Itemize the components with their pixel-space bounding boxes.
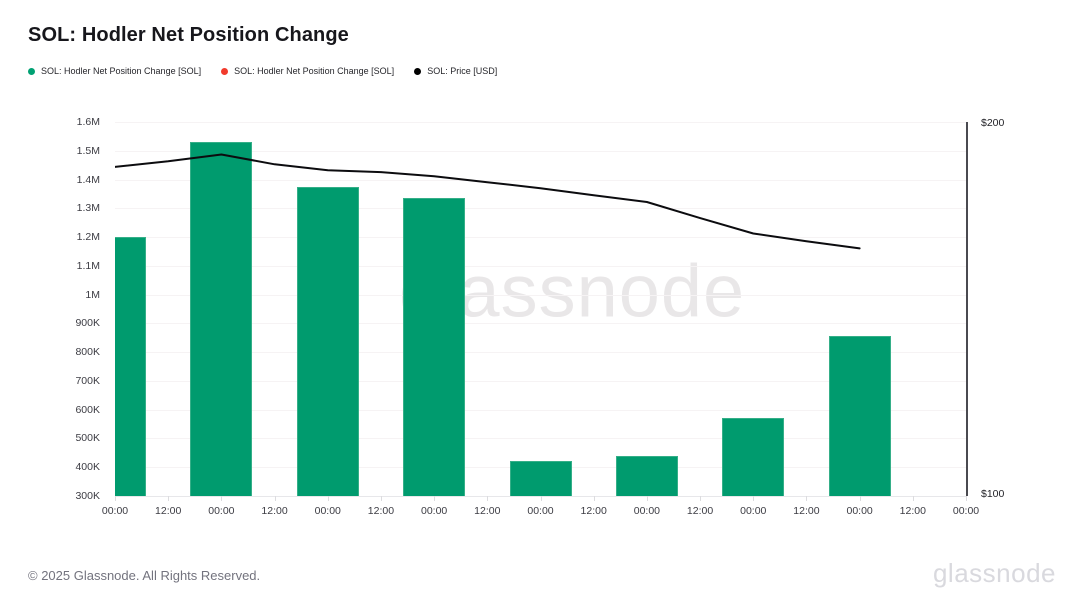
right-axis-tick-label: $200 xyxy=(981,117,1005,129)
legend-label: SOL: Hodler Net Position Change [SOL] xyxy=(41,66,202,76)
bar-sol-hodler-net-position-change-sol--2[interactable] xyxy=(296,186,359,496)
x-axis-tick xyxy=(806,496,808,501)
x-axis-tick-label: 00:00 xyxy=(952,505,980,517)
x-axis-tick-label: 12:00 xyxy=(474,505,501,517)
bar-sol-hodler-net-position-change-sol--0[interactable] xyxy=(115,237,146,496)
bar-sol-hodler-net-position-change-sol--3[interactable] xyxy=(403,198,466,496)
x-axis-tick-label: 00:00 xyxy=(101,505,129,517)
y-axis-tick-label: 800K xyxy=(75,346,100,359)
legend-label: SOL: Hodler Net Position Change [SOL] xyxy=(234,66,395,76)
x-axis-tick xyxy=(487,496,489,501)
x-axis-tick xyxy=(540,496,542,501)
x-axis-tick-label: 12:00 xyxy=(261,505,288,517)
gridline xyxy=(115,380,966,382)
legend-item-0[interactable]: SOL: Hodler Net Position Change [SOL] xyxy=(28,66,201,76)
x-axis-tick xyxy=(966,496,967,501)
price-line[interactable] xyxy=(115,153,861,250)
bar-sol-hodler-net-position-change-sol--7[interactable] xyxy=(828,336,891,496)
gridline xyxy=(115,208,966,210)
legend: SOL: Hodler Net Position Change [SOL] SOL… xyxy=(28,66,497,76)
legend-dot-icon xyxy=(28,67,35,75)
y-axis-tick-label: 1.5M xyxy=(76,144,100,157)
x-axis-tick xyxy=(274,496,276,501)
x-axis-tick xyxy=(646,496,648,501)
gridline xyxy=(115,352,966,354)
bar-sol-hodler-net-position-change-sol--5[interactable] xyxy=(615,455,678,496)
gridline xyxy=(115,294,966,296)
x-axis-tick-label: 00:00 xyxy=(846,505,873,517)
right-axis-line xyxy=(966,122,968,496)
x-axis-tick-label: 12:00 xyxy=(367,505,395,517)
gridline xyxy=(115,237,966,239)
gridline xyxy=(115,265,966,267)
x-axis-tick-label: 12:00 xyxy=(155,505,182,517)
y-axis-tick-label: 1M xyxy=(85,288,100,301)
x-axis-tick-label: 12:00 xyxy=(580,505,607,517)
right-axis-tick-label: $100 xyxy=(981,488,1005,500)
chart-area: glassnode 1.6M 1.5M 1.4M 1.3M 1.2M 1.1M 1M 900K… xyxy=(75,116,1005,517)
gridline xyxy=(115,179,966,181)
glassnode-logo: glassnode xyxy=(932,558,1056,588)
gridline xyxy=(115,323,966,325)
plot-area xyxy=(115,122,966,496)
x-axis-tick xyxy=(380,496,382,501)
y-axis-tick-label: 1.6M xyxy=(76,116,100,128)
x-axis-tick-label: 00:00 xyxy=(208,505,235,517)
y-axis-tick-label: 400K xyxy=(75,461,100,474)
bar-sol-hodler-net-position-change-sol--6[interactable] xyxy=(722,418,785,496)
y-axis-tick-label: 600K xyxy=(75,403,100,416)
gridline xyxy=(115,409,966,411)
x-axis-tick xyxy=(327,496,329,501)
x-axis-tick xyxy=(912,496,914,501)
x-axis-tick-label: 12:00 xyxy=(899,505,926,517)
x-axis-tick-label: 00:00 xyxy=(633,505,661,517)
x-axis-tick-label: 12:00 xyxy=(793,505,820,517)
legend-item-1[interactable]: SOL: Hodler Net Position Change [SOL] xyxy=(221,66,394,76)
x-axis-tick xyxy=(593,496,595,501)
y-axis-tick-label: 700K xyxy=(75,374,100,387)
x-axis-tick xyxy=(434,496,436,501)
gridline xyxy=(115,150,966,152)
legend-label: SOL: Price [USD] xyxy=(427,66,498,76)
y-axis-tick-label: 300K xyxy=(75,490,100,502)
footer-copyright: © 2025 Glassnode. All Rights Reserved. xyxy=(28,568,261,583)
page-title: SOL: Hodler Net Position Change xyxy=(28,24,349,46)
x-axis-tick xyxy=(168,496,170,501)
legend-dot-icon xyxy=(221,67,229,75)
x-axis-tick-label: 00:00 xyxy=(527,505,554,517)
x-axis-tick xyxy=(753,496,755,501)
x-axis-tick-label: 00:00 xyxy=(740,505,767,517)
y-axis-tick-label: 900K xyxy=(75,317,100,330)
y-axis-tick-label: 500K xyxy=(75,432,100,445)
x-axis-tick xyxy=(221,496,223,501)
legend-item-2[interactable]: SOL: Price [USD] xyxy=(414,66,497,76)
gridline xyxy=(115,122,966,123)
x-axis-tick-label: 00:00 xyxy=(420,505,448,517)
bar-sol-hodler-net-position-change-sol--4[interactable] xyxy=(509,461,572,496)
gridline xyxy=(115,438,966,440)
bar-sol-hodler-net-position-change-sol--1[interactable] xyxy=(190,142,253,496)
x-axis-tick-label: 00:00 xyxy=(314,505,341,517)
y-axis-tick-label: 1.2M xyxy=(76,231,100,244)
legend-dot-icon xyxy=(414,67,422,75)
x-axis-tick xyxy=(115,496,116,501)
x-axis-tick xyxy=(700,496,702,501)
y-axis-tick-label: 1.3M xyxy=(76,202,100,215)
y-axis-tick-label: 1.1M xyxy=(76,259,100,272)
x-axis-tick xyxy=(859,496,861,501)
x-axis-tick-label: 12:00 xyxy=(686,505,714,517)
y-axis-tick-label: 1.4M xyxy=(76,173,100,186)
